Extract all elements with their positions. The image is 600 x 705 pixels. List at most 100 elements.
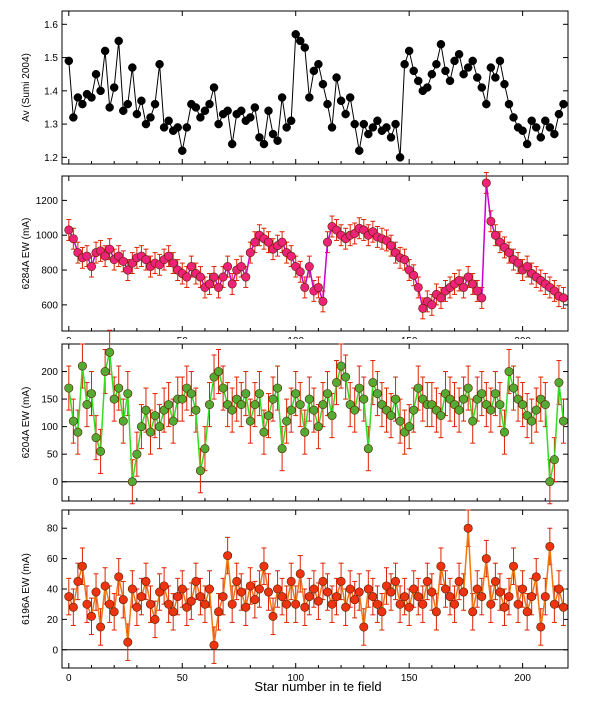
data-point bbox=[558, 602, 568, 612]
y-tick-label: 100 bbox=[41, 422, 58, 433]
data-point bbox=[350, 119, 359, 129]
data-point bbox=[277, 237, 287, 247]
data-point bbox=[82, 251, 92, 261]
data-point bbox=[237, 106, 246, 116]
data-point bbox=[254, 584, 264, 594]
data-point bbox=[427, 300, 437, 310]
data-point bbox=[377, 607, 387, 617]
data-point bbox=[558, 293, 568, 303]
data-point bbox=[490, 230, 500, 240]
data-point bbox=[450, 56, 459, 66]
data-point bbox=[427, 69, 437, 79]
data-point bbox=[350, 595, 360, 605]
data-point bbox=[313, 282, 323, 292]
data-point bbox=[195, 272, 205, 282]
data-point bbox=[395, 153, 405, 162]
data-point bbox=[413, 282, 423, 292]
data-point bbox=[499, 427, 509, 437]
data-point bbox=[400, 59, 409, 69]
data-point bbox=[96, 86, 105, 96]
data-point bbox=[304, 394, 314, 404]
data-point bbox=[105, 103, 114, 112]
data-point bbox=[391, 119, 400, 129]
data-point bbox=[363, 584, 373, 594]
data-point bbox=[141, 119, 151, 129]
data-point bbox=[527, 592, 537, 602]
data-point bbox=[327, 599, 337, 609]
data-point bbox=[164, 400, 174, 410]
data-point bbox=[64, 592, 74, 602]
data-point bbox=[86, 262, 96, 272]
data-point bbox=[268, 611, 278, 621]
data-point bbox=[354, 587, 364, 597]
data-point bbox=[246, 113, 255, 122]
data-point bbox=[150, 99, 160, 109]
data-point bbox=[318, 400, 328, 410]
data-point bbox=[354, 383, 364, 393]
data-point bbox=[136, 592, 146, 602]
data-point bbox=[445, 592, 455, 602]
data-point bbox=[536, 133, 546, 142]
data-point bbox=[223, 262, 233, 272]
data-point bbox=[382, 123, 391, 132]
data-point bbox=[250, 400, 260, 410]
data-point bbox=[159, 123, 169, 132]
data-point bbox=[313, 596, 323, 606]
data-point bbox=[368, 123, 378, 132]
panel-6196a: 0 20 40 60 80 0 50 100 150 200 6196A EW (mA) bbox=[21, 509, 569, 684]
data-point bbox=[440, 584, 450, 594]
data-point bbox=[68, 416, 78, 426]
data-point bbox=[123, 99, 133, 109]
plot-frame bbox=[61, 343, 569, 502]
data-point bbox=[409, 584, 419, 594]
data-point bbox=[250, 595, 260, 605]
data-point bbox=[545, 477, 555, 487]
data-point bbox=[191, 576, 201, 586]
data-point bbox=[109, 394, 119, 404]
series-line bbox=[68, 352, 565, 482]
data-point bbox=[227, 279, 237, 289]
data-point bbox=[204, 584, 214, 594]
data-point bbox=[309, 66, 319, 76]
data-point bbox=[105, 244, 115, 254]
data-point bbox=[354, 146, 364, 155]
data-point bbox=[327, 411, 337, 421]
data-point bbox=[64, 225, 74, 235]
data-point bbox=[277, 444, 287, 454]
data-point bbox=[209, 640, 219, 650]
data-point bbox=[141, 405, 151, 415]
data-point bbox=[191, 103, 201, 112]
data-point bbox=[522, 139, 532, 149]
data-point bbox=[518, 126, 527, 135]
data-point bbox=[227, 139, 237, 149]
data-point bbox=[305, 93, 314, 102]
data-point bbox=[300, 282, 310, 292]
data-point bbox=[359, 622, 369, 632]
data-point bbox=[286, 405, 296, 415]
data-point bbox=[118, 595, 128, 605]
y-tick-label: 60 bbox=[47, 554, 59, 565]
data-point bbox=[186, 389, 196, 399]
data-point bbox=[86, 389, 96, 399]
data-point bbox=[245, 581, 255, 591]
data-point bbox=[372, 389, 382, 399]
data-point bbox=[309, 584, 319, 594]
data-point bbox=[468, 416, 478, 426]
data-point bbox=[68, 602, 78, 612]
data-point bbox=[468, 56, 477, 66]
data-point bbox=[273, 383, 283, 393]
data-point bbox=[522, 262, 532, 272]
data-point bbox=[341, 602, 351, 612]
data-point bbox=[341, 372, 351, 382]
y-tick-label: 200 bbox=[41, 367, 58, 378]
data-point bbox=[318, 79, 328, 89]
data-point bbox=[296, 36, 305, 46]
data-point bbox=[513, 599, 523, 609]
data-point bbox=[250, 237, 260, 247]
data-point bbox=[504, 99, 514, 109]
data-point bbox=[73, 576, 83, 586]
y-tick-label: 1.2 bbox=[44, 153, 58, 164]
data-point bbox=[368, 592, 378, 602]
data-point bbox=[395, 416, 405, 426]
data-point bbox=[527, 416, 537, 426]
